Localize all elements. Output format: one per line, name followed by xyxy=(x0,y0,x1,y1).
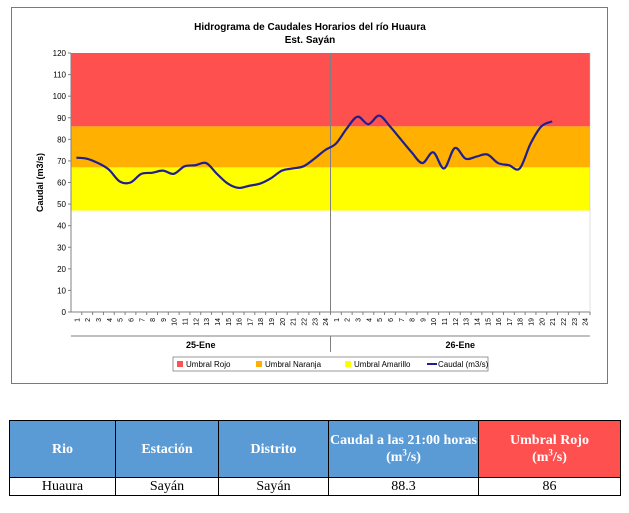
x-tick-label-6: 7 xyxy=(139,318,146,322)
header-caudal: Caudal a las 21:00 horas (m3/s) xyxy=(328,420,479,478)
hydrograph-chart: Hidrograma de Caudales Horarios del río … xyxy=(35,22,591,372)
y-tick-label-2: 20 xyxy=(57,265,66,274)
x-tick-label-1: 2 xyxy=(85,318,92,322)
header-umbral-unit-sup: 3 xyxy=(548,447,553,458)
chart-frame: Hidrograma de Caudales Horarios del río … xyxy=(11,7,608,384)
x-tick-label-40: 17 xyxy=(507,318,514,326)
x-tick-label-45: 22 xyxy=(561,318,568,326)
x-tick-label-47: 24 xyxy=(583,318,590,326)
x-tick-label-16: 17 xyxy=(247,318,254,326)
x-tick-label-11: 12 xyxy=(193,318,200,326)
header-umbral-unit-end: /s) xyxy=(552,450,567,465)
x-tick-label-38: 15 xyxy=(485,318,492,326)
x-tick-label-7: 8 xyxy=(150,318,157,322)
x-tick-label-30: 7 xyxy=(399,318,406,322)
x-tick-label-35: 12 xyxy=(453,318,460,326)
x-tick-label-42: 19 xyxy=(529,318,536,326)
header-umbral-unit: (m xyxy=(532,450,549,465)
x-tick-label-34: 11 xyxy=(442,318,449,325)
x-tick-label-29: 6 xyxy=(388,318,395,322)
header-caudal-unit-end: /s) xyxy=(406,450,421,465)
y-axis-label: Caudal (m3/s) xyxy=(35,153,45,212)
x-tick-label-43: 20 xyxy=(539,318,546,326)
x-tick-label-28: 5 xyxy=(377,318,384,322)
legend-swatch-1 xyxy=(177,361,183,367)
x-tick-label-26: 3 xyxy=(356,318,363,322)
x-tick-label-2: 3 xyxy=(96,318,103,322)
x-tick-label-37: 14 xyxy=(474,318,481,326)
x-tick-label-13: 14 xyxy=(215,318,222,326)
header-rio: Rio xyxy=(9,420,116,478)
x-tick-label-27: 4 xyxy=(366,318,373,322)
y-tick-label-7: 70 xyxy=(57,157,66,166)
y-tick-label-0: 0 xyxy=(62,308,67,317)
x-tick-label-18: 19 xyxy=(269,318,276,326)
cell-umbral: 86 xyxy=(478,477,621,496)
x-tick-label-17: 18 xyxy=(258,318,265,326)
header-distrito: Distrito xyxy=(218,420,329,478)
x-tick-label-20: 21 xyxy=(291,318,298,326)
y-tick-label-5: 50 xyxy=(57,200,66,209)
y-tick-label-9: 90 xyxy=(57,114,66,123)
y-tick-label-1: 10 xyxy=(57,286,66,295)
y-tick-label-6: 60 xyxy=(57,179,66,188)
cell-estacion: Sayán xyxy=(115,477,219,496)
table-header-row: Rio Estación Distrito Caudal a las 21:00… xyxy=(9,420,621,478)
legend-swatch-3 xyxy=(345,361,351,367)
y-tick-label-8: 80 xyxy=(57,135,66,144)
x-tick-label-5: 6 xyxy=(128,318,135,322)
header-caudal-unit-sup: 3 xyxy=(402,447,407,458)
x-tick-label-22: 23 xyxy=(312,318,319,326)
x-tick-label-39: 16 xyxy=(496,318,503,326)
cell-distrito: Sayán xyxy=(218,477,329,496)
x-tick-label-0: 1 xyxy=(74,318,81,322)
chart-subtitle: Est. Sayán xyxy=(285,35,336,46)
x-tick-label-25: 2 xyxy=(345,318,352,322)
x-tick-label-9: 10 xyxy=(172,318,179,326)
header-caudal-label: Caudal a las 21:00 horas xyxy=(329,433,478,448)
x-tick-label-46: 23 xyxy=(572,318,579,326)
y-tick-label-11: 110 xyxy=(53,71,66,80)
x-tick-label-32: 9 xyxy=(420,318,427,322)
x-tick-label-14: 15 xyxy=(226,318,233,326)
y-tick-label-3: 30 xyxy=(57,243,66,252)
x-tick-label-8: 9 xyxy=(161,318,168,322)
x-tick-label-31: 8 xyxy=(410,318,417,322)
table-row: Huaura Sayán Sayán 88.3 86 xyxy=(9,477,621,496)
legend-swatch-2 xyxy=(256,361,262,367)
header-umbral-rojo: Umbral Rojo (m3/s) xyxy=(478,420,621,478)
chart-title: Hidrograma de Caudales Horarios del río … xyxy=(194,22,426,33)
series-line-1 xyxy=(76,114,553,190)
x-tick-label-15: 16 xyxy=(237,318,244,326)
legend-label-3: Umbral Amarillo xyxy=(354,360,411,369)
x-tick-label-44: 21 xyxy=(550,318,557,326)
x-tick-label-41: 18 xyxy=(518,318,525,326)
day-label-2: 26-Ene xyxy=(445,340,475,350)
legend-label-1: Umbral Rojo xyxy=(186,360,231,369)
x-tick-label-36: 13 xyxy=(464,318,471,326)
x-tick-label-21: 22 xyxy=(301,318,308,326)
legend-label-2: Umbral Naranja xyxy=(265,360,322,369)
legend-label-4: Caudal (m3/s) xyxy=(438,360,489,369)
header-caudal-unit: (m xyxy=(386,450,403,465)
y-tick-label-12: 120 xyxy=(53,49,67,58)
legend-box xyxy=(172,356,489,372)
day-label-1: 25-Ene xyxy=(186,340,216,350)
header-estacion: Estación xyxy=(115,420,219,478)
x-tick-label-12: 13 xyxy=(204,318,211,326)
x-tick-label-23: 24 xyxy=(323,318,330,326)
x-tick-label-33: 10 xyxy=(431,318,438,326)
x-tick-label-24: 1 xyxy=(334,318,341,322)
cell-caudal: 88.3 xyxy=(328,477,479,496)
x-tick-label-10: 11 xyxy=(183,318,190,325)
y-tick-label-10: 100 xyxy=(53,92,67,101)
x-tick-label-4: 5 xyxy=(118,318,125,322)
cell-rio: Huaura xyxy=(9,477,116,496)
header-umbral-label: Umbral Rojo xyxy=(510,433,589,448)
x-tick-label-19: 20 xyxy=(280,318,287,326)
summary-table: Rio Estación Distrito Caudal a las 21:00… xyxy=(9,420,621,496)
x-tick-label-3: 4 xyxy=(107,318,114,322)
y-tick-label-4: 40 xyxy=(57,222,66,231)
